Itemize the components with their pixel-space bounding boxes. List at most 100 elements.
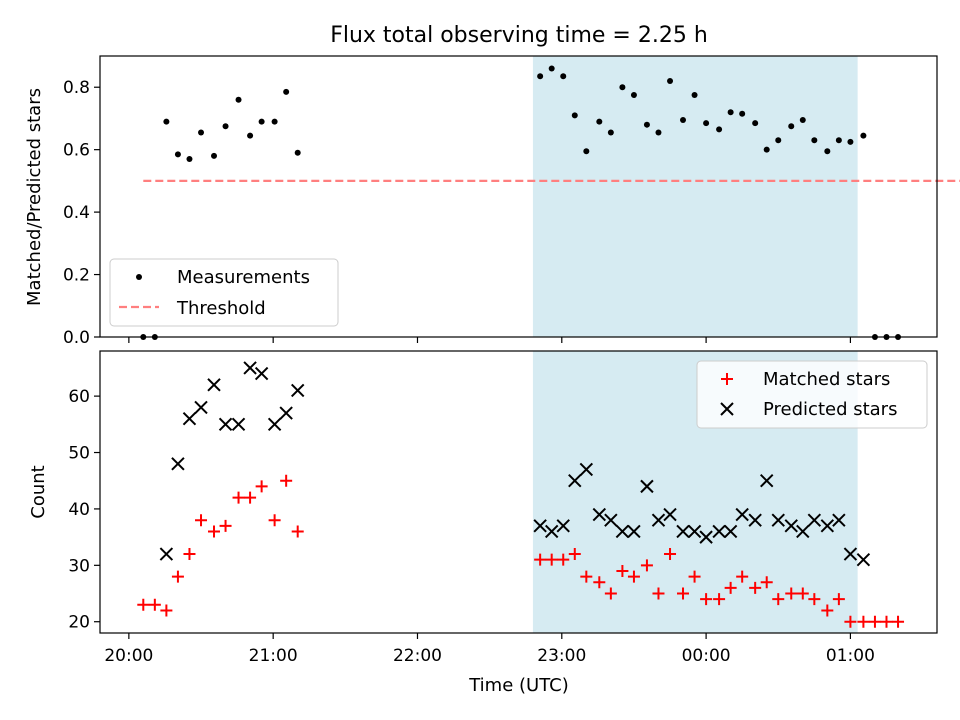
top-legend: Measurements Threshold	[109, 258, 339, 327]
top-panel: 0.00.20.40.60.8 Matched/Predicted stars …	[24, 55, 960, 348]
chart-title: Flux total observing time = 2.25 h	[330, 23, 708, 48]
matched-star-point	[880, 615, 893, 628]
top-y-tick-label: 0.4	[63, 203, 90, 223]
top-x-ticks	[128, 337, 852, 343]
measurement-point	[247, 132, 254, 139]
measurement-point	[222, 123, 229, 130]
legend-matched-marker	[721, 373, 733, 385]
predicted-star-point	[771, 513, 785, 527]
bottom-y-tick-label: 60	[68, 387, 90, 407]
measurement-point	[643, 121, 650, 128]
matched-star-point	[148, 598, 161, 611]
predicted-star-point	[279, 406, 293, 420]
top-legend-box	[109, 258, 339, 327]
matched-star-point	[219, 519, 232, 532]
bottom-y-axis: 20 30 40 50 60	[68, 387, 100, 633]
matched-star-point	[857, 615, 870, 628]
legend-measurements-label: Measurements	[177, 267, 310, 288]
matched-star-point	[821, 604, 834, 617]
measurement-point	[799, 117, 806, 124]
matched-star-point	[195, 514, 208, 527]
matched-star-point	[844, 615, 857, 628]
top-y-tick-label: 0.8	[63, 78, 90, 98]
matched-star-point	[736, 570, 749, 583]
bottom-y-tick-label: 20	[68, 613, 90, 633]
matched-star-point	[713, 593, 726, 606]
measurement-point	[235, 96, 242, 103]
predicted-star-point	[544, 524, 559, 539]
bottom-x-tick-label: 22:00	[393, 646, 442, 666]
predicted-star-point	[194, 400, 208, 415]
bottom-x-axis: 20:00 21:00 22:00 23:00 00:00 01:00	[104, 633, 875, 666]
predicted-star-point	[796, 524, 810, 539]
measurement-point	[752, 120, 759, 127]
measurement-point	[630, 92, 637, 99]
predicted-star-point	[243, 361, 257, 375]
matched-star-point	[268, 514, 281, 527]
measurement-point	[860, 132, 867, 139]
predicted-star-point	[218, 417, 233, 432]
measurement-point	[691, 92, 698, 99]
predicted-star-point	[735, 507, 749, 522]
top-y-axis: 0.0 0.2 0.4 0.6 0.8	[63, 78, 100, 348]
matched-star-point	[664, 548, 677, 561]
predicted-star-point	[856, 552, 871, 567]
predicted-star-point	[687, 524, 702, 539]
matched-star-point	[557, 553, 570, 566]
measurement-point	[186, 156, 193, 163]
matched-star-point	[808, 593, 821, 606]
matched-star-point	[545, 553, 558, 566]
matched-star-point	[700, 593, 713, 606]
predicted-star-point	[207, 378, 221, 392]
matched-star-point	[160, 604, 173, 617]
predicted-star-point	[231, 417, 246, 432]
predicted-star-point	[640, 479, 654, 494]
measurement-point	[703, 120, 710, 127]
predicted-star-point	[604, 513, 618, 527]
bottom-x-tick-label: 21:00	[249, 646, 298, 666]
matched-star-point	[616, 564, 629, 577]
matched-star-point	[688, 570, 701, 583]
matched-star-point	[593, 576, 606, 589]
matched-star-point	[772, 593, 785, 606]
bottom-legend: Matched stars Predicted stars	[696, 360, 928, 429]
measurement-point	[667, 77, 674, 84]
top-y-tick-label: 0.6	[63, 141, 90, 161]
matched-star-point	[232, 491, 245, 504]
predicted-star-point	[579, 462, 594, 477]
measurement-point	[571, 112, 578, 119]
legend-measurements-marker	[136, 274, 142, 280]
measurement-point	[596, 118, 603, 125]
bottom-axes-frame	[99, 350, 938, 634]
matched-star-point	[255, 480, 268, 493]
measurement-point	[739, 110, 746, 117]
bottom-x-axis-label: Time (UTC)	[468, 675, 569, 696]
measurement-point	[763, 146, 770, 153]
measurement-point	[163, 118, 170, 125]
predicted-star-point	[159, 547, 174, 561]
predicted-star-point	[712, 524, 726, 539]
matched-star-point	[604, 587, 617, 600]
matched-star-point	[724, 581, 737, 594]
bottom-x-tick-label: 00:00	[682, 646, 731, 666]
legend-matched-label: Matched stars	[763, 369, 890, 390]
matched-star-point	[760, 576, 773, 589]
predicted-star-point	[748, 513, 762, 527]
measurement-point	[283, 88, 290, 95]
legend-predicted-marker	[720, 402, 734, 416]
measurement-point	[211, 152, 218, 159]
matched-star-point	[183, 548, 196, 561]
top-y-axis-label: Matched/Predicted stars	[24, 88, 45, 306]
measurement-point	[727, 109, 734, 116]
measurement-point	[775, 137, 782, 144]
predicted-star-point	[267, 417, 282, 432]
bottom-y-tick-label: 30	[68, 556, 90, 576]
predicted-star-point	[290, 383, 305, 398]
measurement-point	[619, 84, 626, 91]
predicted-star-point	[832, 513, 846, 527]
matched-star-point	[568, 548, 581, 561]
matched-star-point	[652, 587, 665, 600]
bottom-y-tick-label: 50	[68, 444, 90, 464]
measurement-point	[548, 65, 555, 72]
